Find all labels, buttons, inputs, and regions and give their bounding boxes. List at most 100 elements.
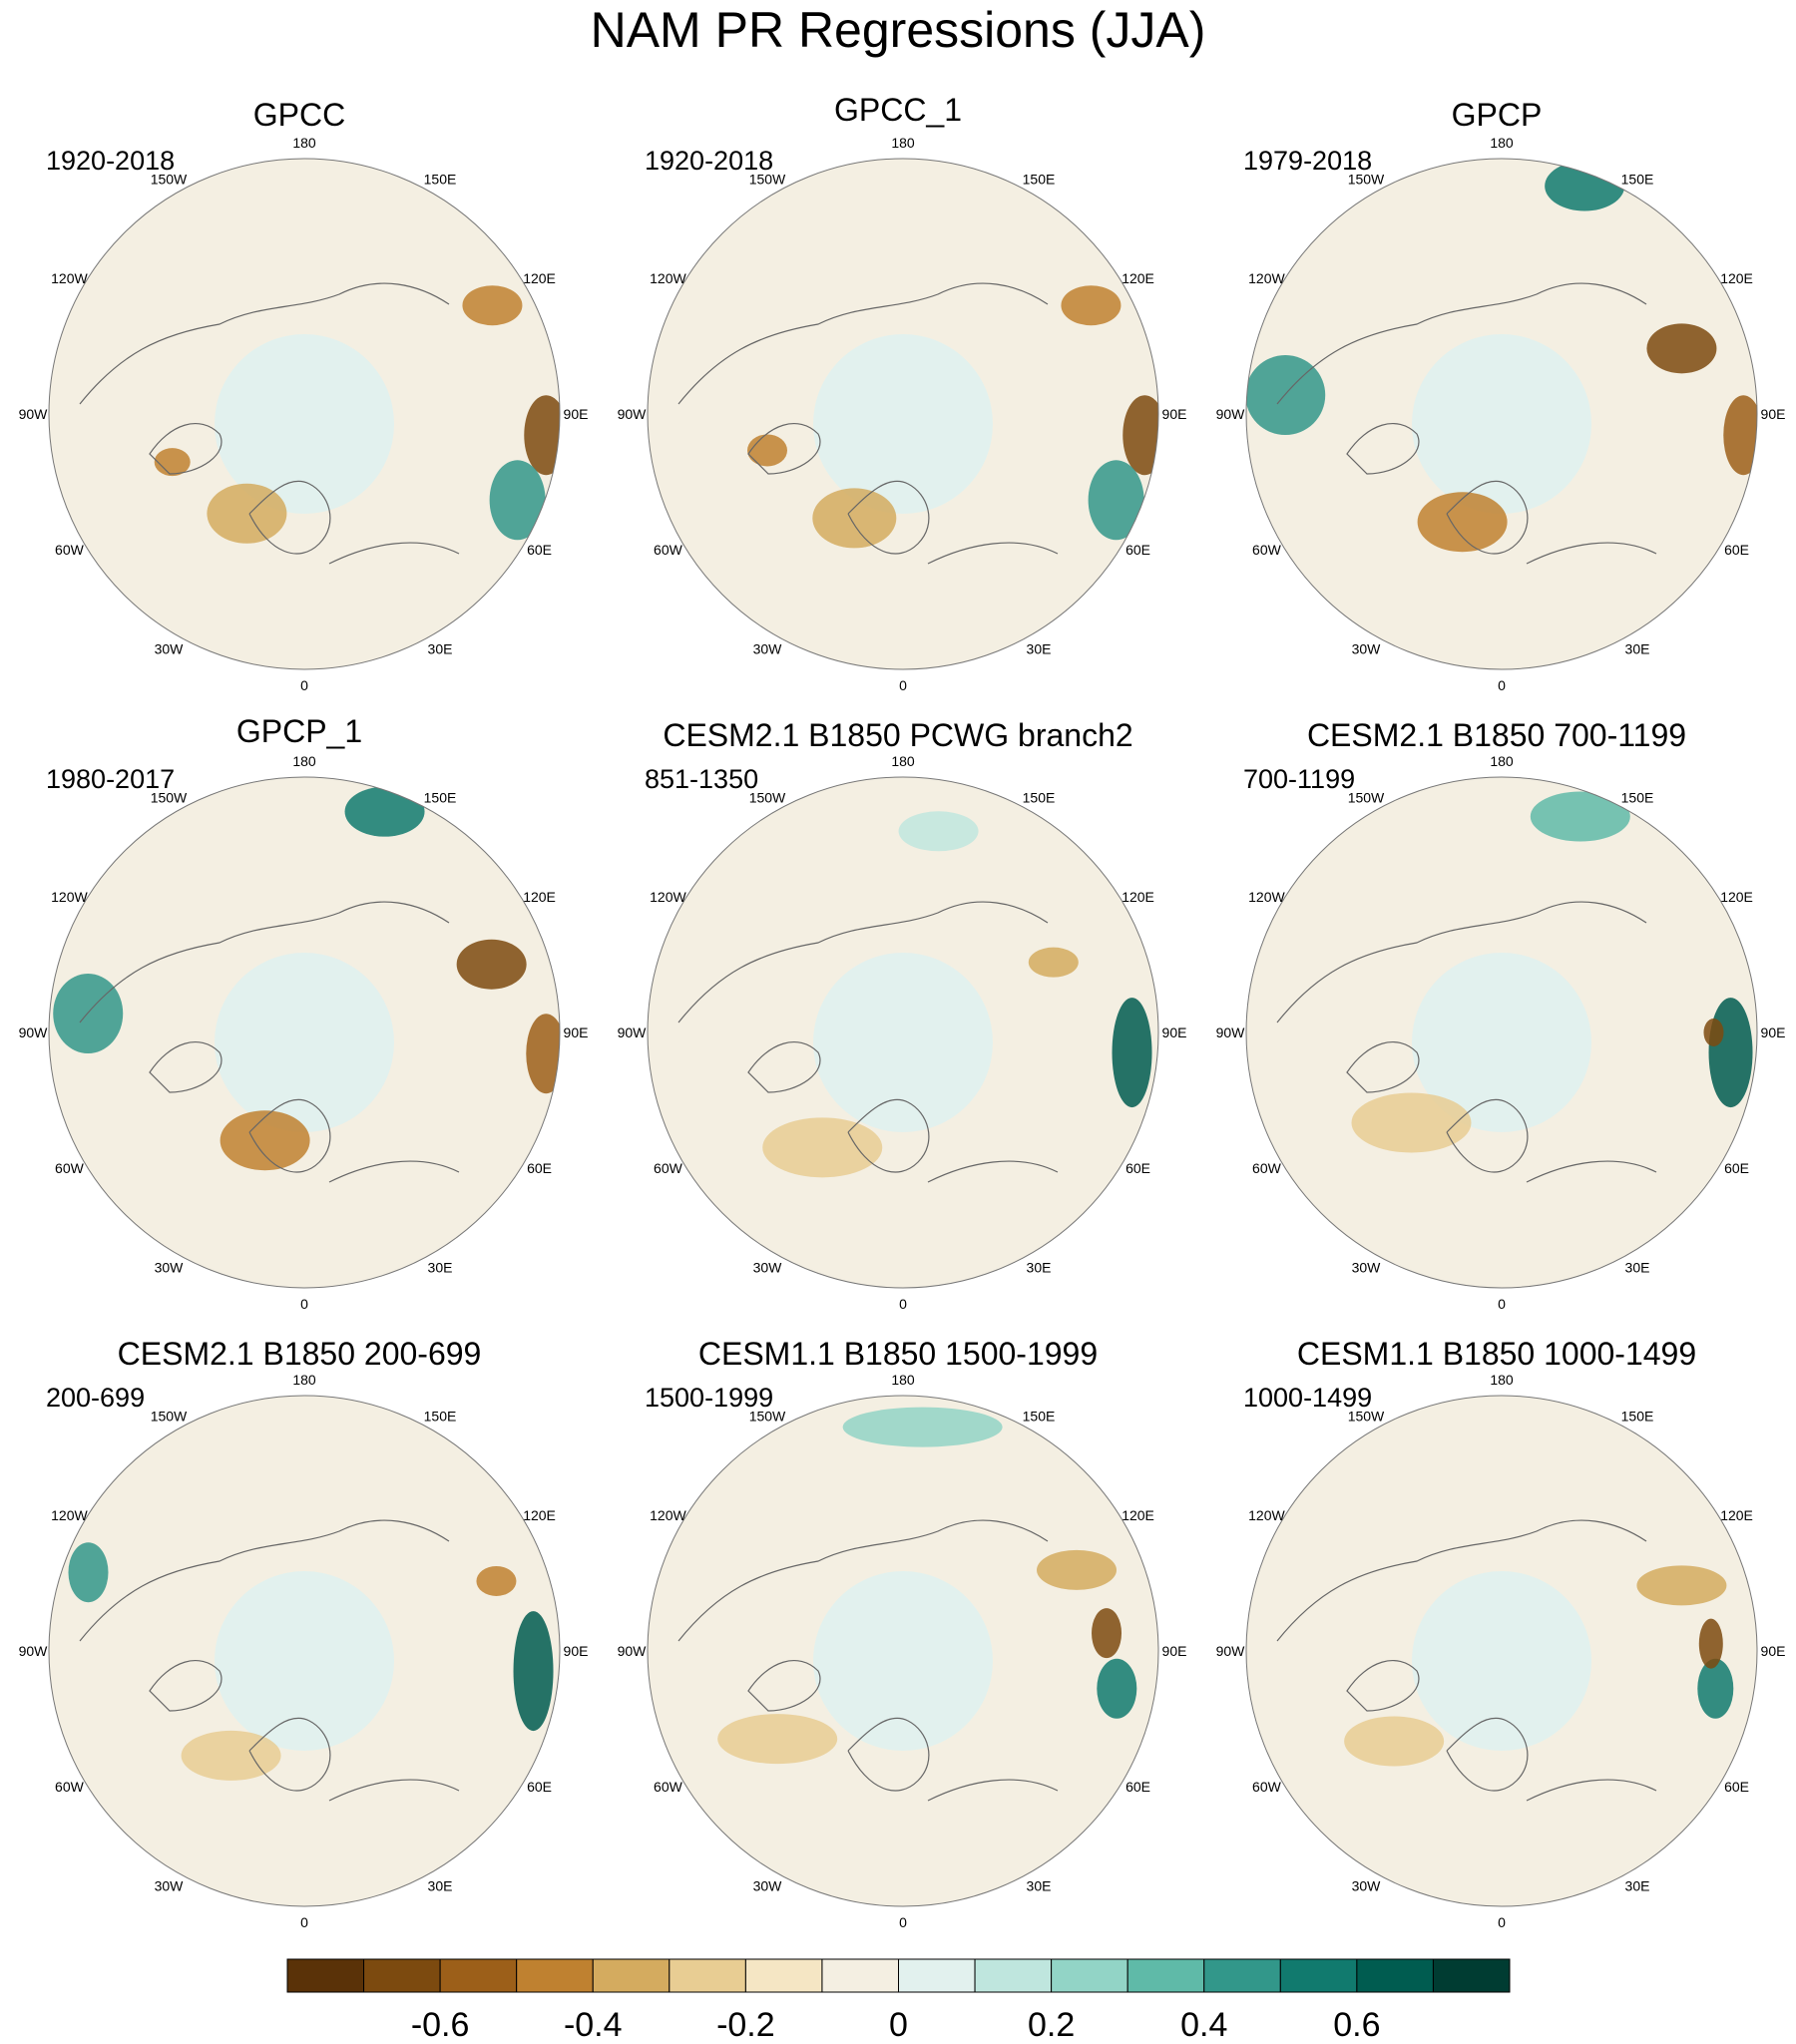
longitude-label: 30W bbox=[753, 641, 783, 657]
longitude-label: 150W bbox=[1348, 1408, 1385, 1424]
colorbar-box bbox=[1432, 1958, 1511, 1993]
longitude-label: 180 bbox=[891, 1372, 915, 1388]
coastline bbox=[1276, 901, 1657, 1183]
longitude-label: 150E bbox=[424, 789, 457, 805]
anomaly-field bbox=[1246, 1396, 1757, 1906]
longitude-label: 90W bbox=[19, 1024, 49, 1040]
anomaly-patch bbox=[842, 1407, 1003, 1447]
anomaly-field bbox=[648, 159, 1158, 669]
coastline bbox=[79, 901, 460, 1183]
longitude-label: 120E bbox=[1720, 889, 1753, 905]
polar-map: 180 150E 120E 90E 60E 30E 0 30W 60W 90W 120W 150W bbox=[1216, 135, 1786, 693]
anomaly-patch bbox=[1708, 998, 1753, 1108]
panel-period: 1920-2018 bbox=[46, 146, 176, 176]
anomaly-field bbox=[49, 777, 560, 1288]
longitude-label: 90E bbox=[564, 1024, 589, 1040]
longitude-label: 30W bbox=[155, 641, 185, 657]
anomaly-patch bbox=[1037, 1549, 1118, 1590]
polar-map: 180 150E 120E 90E 60E 30E 0 30W 60W 90W 120W 150W bbox=[19, 753, 589, 1312]
map-panel: 180 150E 120E 90E 60E 30E 0 30W 60W 90W 120W 150W CE… bbox=[1197, 1332, 1796, 1950]
longitude-label: 120E bbox=[1720, 1507, 1753, 1523]
longitude-label: 120W bbox=[1248, 1507, 1285, 1523]
longitude-label: 60W bbox=[654, 1160, 683, 1176]
polar-map: 180 150E 120E 90E 60E 30E 0 30W 60W 90W 120W 150W bbox=[618, 753, 1187, 1312]
longitude-label: 150W bbox=[151, 171, 188, 187]
polar-map: 180 150E 120E 90E 60E 30E 0 30W 60W 90W 120W 150W bbox=[19, 135, 589, 693]
longitude-label: 120W bbox=[650, 889, 686, 905]
anomaly-field bbox=[49, 159, 560, 669]
longitude-label: 30E bbox=[1027, 641, 1052, 657]
longitude-label: 150E bbox=[424, 1408, 457, 1424]
longitude-label: 60W bbox=[1252, 542, 1282, 558]
map-panel: 180 150E 120E 90E 60E 30E 0 30W 60W 90W 120W 150W CE… bbox=[1197, 713, 1796, 1332]
longitude-label: 0 bbox=[899, 1296, 907, 1312]
longitude-label: 180 bbox=[891, 135, 915, 151]
colorbar-box bbox=[439, 1958, 518, 1993]
map-panel: 180 150E 120E 90E 60E 30E 0 30W 60W 90W 120W 150W GP… bbox=[599, 92, 1197, 713]
panel-period: 1980-2017 bbox=[46, 764, 176, 794]
colorbar-box bbox=[898, 1958, 976, 1993]
coastline bbox=[677, 282, 1059, 565]
longitude-label: 60W bbox=[55, 1160, 85, 1176]
longitude-label: 120W bbox=[1248, 889, 1285, 905]
longitude-label: 0 bbox=[300, 1914, 308, 1930]
panel-period: 200-699 bbox=[46, 1383, 146, 1413]
longitude-label: 180 bbox=[292, 753, 316, 769]
longitude-label: 120E bbox=[1122, 270, 1154, 286]
longitude-label: 60W bbox=[654, 542, 683, 558]
anomaly-patch bbox=[762, 1117, 883, 1178]
colorbar-box bbox=[286, 1958, 365, 1993]
longitude-label: 120E bbox=[1720, 270, 1753, 286]
map-panel: 180 150E 120E 90E 60E 30E 0 30W 60W 90W 120W 150W GP… bbox=[1197, 95, 1796, 713]
colorbar-tick-label: 0.6 bbox=[1333, 2006, 1381, 2044]
colorbar-tick-label: 0.4 bbox=[1180, 2006, 1228, 2044]
anomaly-patch bbox=[513, 1611, 554, 1732]
map-panel: 180 150E 120E 90E 60E 30E 0 30W 60W 90W 120W 150W CE… bbox=[599, 713, 1197, 1332]
longitude-label: 60E bbox=[527, 542, 552, 558]
colorbar-box bbox=[592, 1958, 671, 1993]
longitude-label: 90E bbox=[1761, 1643, 1786, 1659]
longitude-label: 60E bbox=[1125, 1779, 1150, 1795]
anomaly-patch bbox=[1092, 1608, 1122, 1659]
longitude-label: 90W bbox=[1216, 1024, 1246, 1040]
panel-title: CESM2.1 B1850 200-699 bbox=[117, 1336, 482, 1372]
longitude-label: 120W bbox=[51, 1507, 88, 1523]
figure-title: NAM PR Regressions (JJA) bbox=[590, 2, 1206, 58]
longitude-label: 60E bbox=[1724, 1779, 1749, 1795]
longitude-label: 150W bbox=[749, 1408, 786, 1424]
longitude-label: 90W bbox=[618, 1643, 648, 1659]
panel-title: GPCP bbox=[1451, 97, 1543, 133]
longitude-label: 90W bbox=[618, 406, 648, 422]
map-panel: 180 150E 120E 90E 60E 30E 0 30W 60W 90W 120W 150W CE… bbox=[0, 1332, 599, 1950]
longitude-label: 30E bbox=[428, 641, 453, 657]
anomaly-field bbox=[648, 777, 1158, 1288]
anomaly-patch bbox=[456, 939, 527, 990]
longitude-label: 150E bbox=[1023, 1408, 1056, 1424]
longitude-label: 120W bbox=[650, 1507, 686, 1523]
anomaly-patch bbox=[1088, 460, 1144, 541]
map-border bbox=[1245, 776, 1758, 1289]
longitude-label: 90W bbox=[1216, 406, 1246, 422]
map-border bbox=[647, 158, 1159, 670]
panel-title: CESM2.1 B1850 PCWG branch2 bbox=[663, 717, 1133, 753]
anomaly-patch bbox=[344, 786, 425, 837]
anomaly-field bbox=[648, 1396, 1158, 1906]
anomaly-patch bbox=[220, 1110, 310, 1171]
longitude-label: 150W bbox=[749, 171, 786, 187]
longitude-label: 30W bbox=[753, 1878, 783, 1894]
map-border bbox=[48, 158, 561, 670]
anomaly-patch bbox=[154, 448, 191, 477]
panel-title: GPCC bbox=[252, 97, 346, 133]
coastline bbox=[79, 282, 460, 565]
longitude-label: 120E bbox=[523, 1507, 556, 1523]
longitude-label: 90W bbox=[19, 1643, 49, 1659]
colorbar-box bbox=[744, 1958, 823, 1993]
longitude-label: 90E bbox=[1162, 406, 1187, 422]
longitude-label: 180 bbox=[1490, 135, 1514, 151]
longitude-label: 0 bbox=[899, 677, 907, 693]
colorbar-box bbox=[363, 1958, 441, 1993]
map-border bbox=[48, 776, 561, 1289]
longitude-label: 60E bbox=[1724, 542, 1749, 558]
longitude-label: 90E bbox=[564, 406, 589, 422]
longitude-label: 120W bbox=[51, 889, 88, 905]
